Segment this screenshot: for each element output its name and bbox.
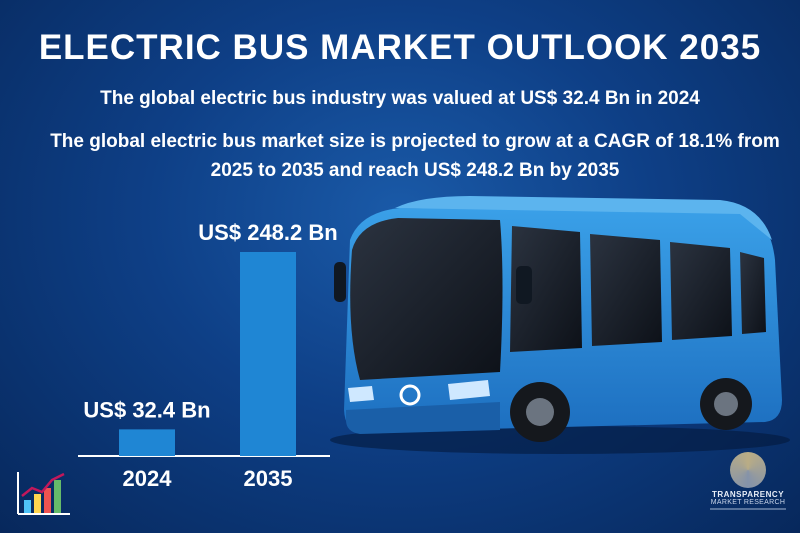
bar-2024	[119, 429, 175, 456]
page-title: ELECTRIC BUS MARKET OUTLOOK 2035	[38, 28, 762, 67]
logo-globe-icon	[730, 452, 766, 488]
logo-text-line1: TRANSPARENCY	[711, 490, 785, 499]
x-tick-label-2035: 2035	[244, 466, 293, 491]
logo-tagline-rule	[710, 508, 786, 510]
page-subtitle: The global electric bus industry was val…	[100, 88, 700, 109]
bar-chart-trend-icon	[17, 472, 70, 515]
transparency-market-research-logo: TRANSPARENCY MARKET RESEARCH	[700, 452, 796, 524]
logo-text-line2: MARKET RESEARCH	[710, 499, 786, 506]
market-description: The global electric bus market size is p…	[50, 131, 780, 181]
data-label-2024: US$ 32.4 Bn	[83, 397, 210, 422]
data-label-2035: US$ 248.2 Bn	[198, 220, 337, 245]
x-tick-label-2024: 2024	[123, 466, 173, 491]
bar-2035	[240, 252, 296, 456]
electric-bus-illustration	[330, 196, 790, 454]
